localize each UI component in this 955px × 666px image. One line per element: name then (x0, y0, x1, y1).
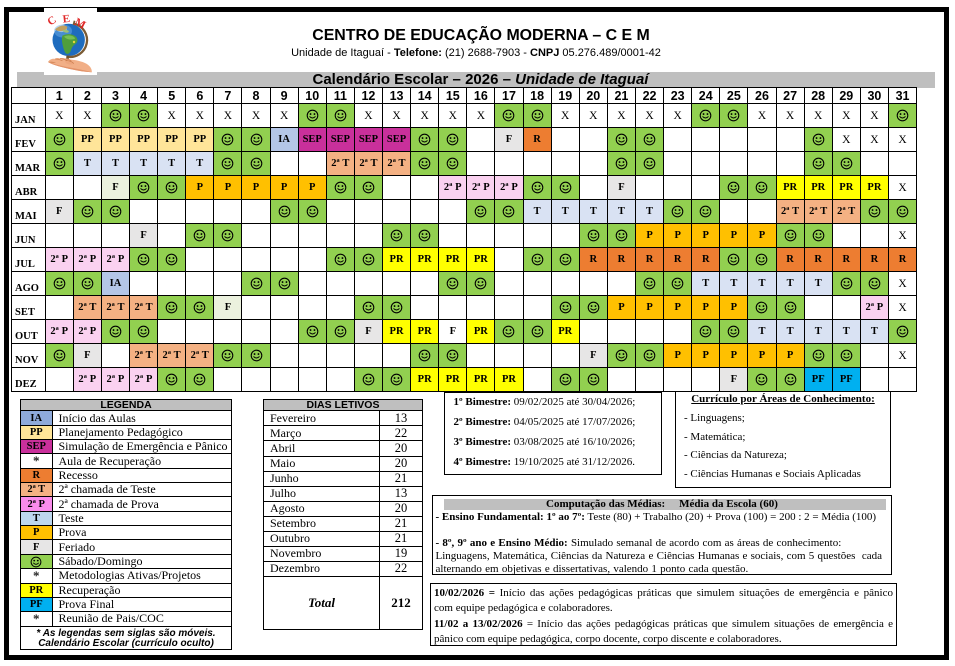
svg-text:M: M (72, 16, 87, 32)
svg-text:C: C (45, 14, 58, 28)
svg-text:E: E (62, 13, 71, 26)
